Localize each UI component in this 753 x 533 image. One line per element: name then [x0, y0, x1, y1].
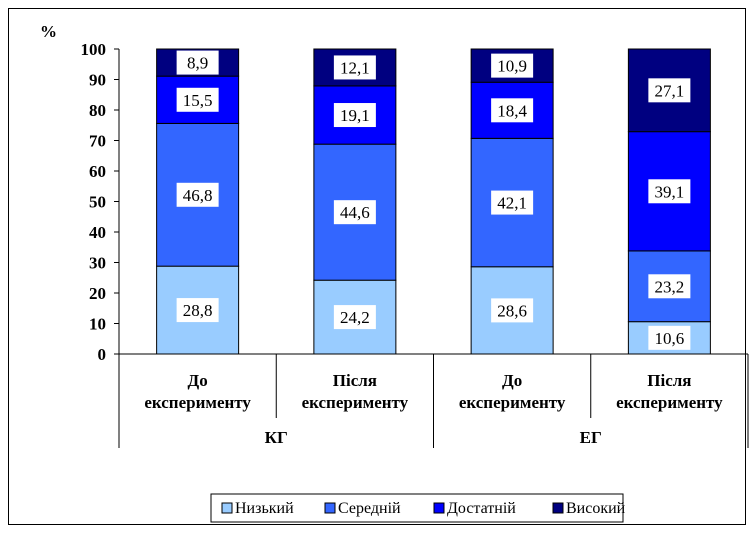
- x-category-label: експерименту: [144, 393, 251, 412]
- data-label-box: [176, 298, 219, 323]
- y-tick-label: 100: [81, 40, 107, 59]
- data-label: 27,1: [655, 81, 685, 100]
- data-label: 8,9: [187, 54, 208, 73]
- legend-swatch: [324, 502, 336, 514]
- data-label-box: [333, 103, 376, 128]
- data-label: 42,1: [497, 194, 527, 213]
- data-label-box: [176, 50, 219, 75]
- legend-swatch: [552, 502, 564, 514]
- data-label: 39,1: [655, 182, 685, 201]
- data-label-box: [333, 200, 376, 225]
- legend-swatch: [221, 502, 233, 514]
- data-label-box: [491, 190, 534, 215]
- y-tick-label: 20: [89, 284, 106, 303]
- data-label-box: [333, 55, 376, 80]
- x-category-label: До: [502, 371, 522, 390]
- data-label: 23,2: [655, 277, 685, 296]
- legend-label: Високий: [566, 500, 626, 517]
- data-label: 10,9: [497, 57, 527, 76]
- data-label-box: [648, 325, 691, 350]
- x-group-label: КГ: [265, 428, 288, 447]
- x-axis: До експерименту Після експерименту До експери…: [118, 354, 749, 448]
- legend-label: Низький: [235, 500, 294, 517]
- data-label-box: [648, 274, 691, 299]
- x-group-label: ЕГ: [580, 428, 602, 447]
- y-axis-label: %: [40, 22, 57, 41]
- y-tick-label: 50: [89, 193, 106, 212]
- x-category-label: експерименту: [616, 393, 723, 412]
- data-label: 28,8: [183, 301, 213, 320]
- data-label-box: [648, 78, 691, 103]
- legend-label: Середній: [338, 500, 401, 517]
- data-label-box: [648, 179, 691, 204]
- data-label: 18,4: [497, 101, 527, 120]
- x-category-label: Після: [647, 371, 691, 390]
- x-category-label: До: [188, 371, 208, 390]
- x-category-label: експерименту: [459, 393, 566, 412]
- data-label: 28,6: [497, 301, 527, 320]
- y-tick-label: 0: [98, 345, 107, 364]
- data-label: 19,1: [340, 106, 370, 125]
- data-label: 10,6: [655, 329, 685, 348]
- data-label-box: [333, 305, 376, 330]
- data-label-box: [176, 182, 219, 207]
- y-tick-label: 90: [89, 71, 106, 90]
- y-tick-label: 70: [89, 132, 106, 151]
- y-tick-label: 60: [89, 162, 106, 181]
- data-label-box: [491, 98, 534, 123]
- data-label: 46,8: [183, 186, 213, 205]
- legend-swatch: [433, 502, 445, 514]
- x-category-label: Після: [333, 371, 377, 390]
- data-label: 12,1: [340, 58, 370, 77]
- data-label: 44,6: [340, 203, 370, 222]
- y-tick-label: 30: [89, 254, 106, 273]
- data-label-box: [491, 53, 534, 78]
- y-tick-label: 40: [89, 223, 106, 242]
- data-label-box: [176, 87, 219, 112]
- y-tick-label: 10: [89, 315, 106, 334]
- data-label-box: [491, 298, 534, 323]
- value-labels: 28,8 46,8 15,5 8,9 24,2 44,6 19,1 12,1 28,6 42,1 1…: [176, 50, 691, 350]
- data-label: 24,2: [340, 308, 370, 327]
- legend: Низький Середній Достатній Високий: [210, 493, 626, 523]
- y-tick-label: 80: [89, 101, 106, 120]
- x-category-label: експерименту: [302, 393, 409, 412]
- legend-label: Достатній: [447, 500, 516, 517]
- axes: % 0 10 20 30 40 50 60 70 80 90 100: [40, 22, 748, 364]
- data-label: 15,5: [183, 91, 213, 110]
- bars: [156, 48, 711, 355]
